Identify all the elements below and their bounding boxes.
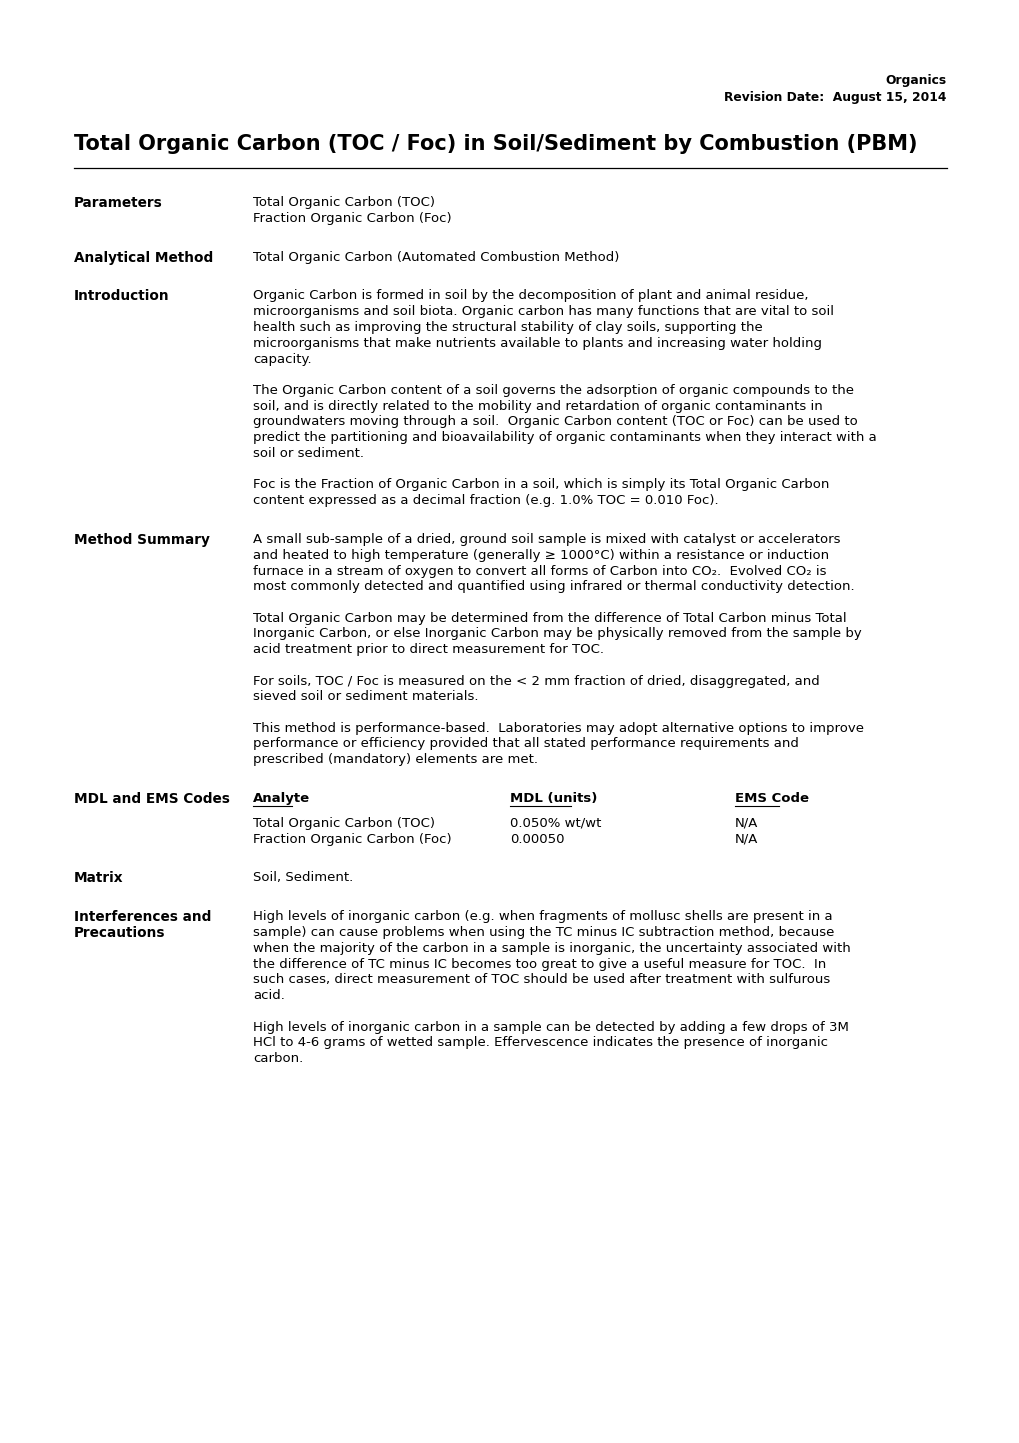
- Text: For soils, TOC / Foc is measured on the < 2 mm fraction of dried, disaggregated,: For soils, TOC / Foc is measured on the …: [253, 674, 819, 688]
- Text: microorganisms and soil biota. Organic carbon has many functions that are vital : microorganisms and soil biota. Organic c…: [253, 306, 834, 319]
- Text: N/A: N/A: [735, 817, 758, 830]
- Text: This method is performance-based.  Laboratories may adopt alternative options to: This method is performance-based. Labora…: [253, 722, 863, 734]
- Text: Method Summary: Method Summary: [73, 532, 209, 547]
- Text: capacity.: capacity.: [253, 352, 312, 365]
- Text: Interferences and
Precautions: Interferences and Precautions: [73, 911, 211, 941]
- Text: when the majority of the carbon in a sample is inorganic, the uncertainty associ: when the majority of the carbon in a sam…: [253, 942, 850, 955]
- Text: 0.00050: 0.00050: [510, 833, 564, 846]
- Text: Matrix: Matrix: [73, 872, 123, 886]
- Text: A small sub-sample of a dried, ground soil sample is mixed with catalyst or acce: A small sub-sample of a dried, ground so…: [253, 532, 840, 545]
- Text: acid.: acid.: [253, 990, 284, 1003]
- Text: sieved soil or sediment materials.: sieved soil or sediment materials.: [253, 690, 478, 703]
- Text: Fraction Organic Carbon (Foc): Fraction Organic Carbon (Foc): [253, 212, 451, 225]
- Text: content expressed as a decimal fraction (e.g. 1.0% TOC = 0.010 Foc).: content expressed as a decimal fraction …: [253, 494, 718, 506]
- Text: groundwaters moving through a soil.  Organic Carbon content (TOC or Foc) can be : groundwaters moving through a soil. Orga…: [253, 416, 857, 429]
- Text: Soil, Sediment.: Soil, Sediment.: [253, 872, 353, 885]
- Text: High levels of inorganic carbon in a sample can be detected by adding a few drop: High levels of inorganic carbon in a sam…: [253, 1020, 848, 1033]
- Text: Foc is the Fraction of Organic Carbon in a soil, which is simply its Total Organ: Foc is the Fraction of Organic Carbon in…: [253, 479, 828, 492]
- Text: Total Organic Carbon (TOC): Total Organic Carbon (TOC): [253, 196, 434, 209]
- Text: Introduction: Introduction: [73, 290, 169, 303]
- Text: prescribed (mandatory) elements are met.: prescribed (mandatory) elements are met.: [253, 753, 537, 766]
- Text: MDL and EMS Codes: MDL and EMS Codes: [73, 792, 229, 807]
- Text: the difference of TC minus IC becomes too great to give a useful measure for TOC: the difference of TC minus IC becomes to…: [253, 958, 825, 971]
- Text: N/A: N/A: [735, 833, 758, 846]
- Text: Revision Date:  August 15, 2014: Revision Date: August 15, 2014: [723, 91, 946, 104]
- Text: performance or efficiency provided that all stated performance requirements and: performance or efficiency provided that …: [253, 737, 798, 750]
- Text: and heated to high temperature (generally ≥ 1000°C) within a resistance or induc: and heated to high temperature (generall…: [253, 548, 828, 561]
- Text: Fraction Organic Carbon (Foc): Fraction Organic Carbon (Foc): [253, 833, 451, 846]
- Text: MDL (units): MDL (units): [510, 792, 597, 805]
- Text: EMS Code: EMS Code: [735, 792, 808, 805]
- Text: Organics: Organics: [884, 74, 946, 87]
- Text: Parameters: Parameters: [73, 196, 162, 211]
- Text: sample) can cause problems when using the TC minus IC subtraction method, becaus: sample) can cause problems when using th…: [253, 926, 834, 939]
- Text: The Organic Carbon content of a soil governs the adsorption of organic compounds: The Organic Carbon content of a soil gov…: [253, 384, 853, 397]
- Text: 0.050% wt/wt: 0.050% wt/wt: [510, 817, 601, 830]
- Text: microorganisms that make nutrients available to plants and increasing water hold: microorganisms that make nutrients avail…: [253, 336, 821, 349]
- Text: furnace in a stream of oxygen to convert all forms of Carbon into CO₂.  Evolved : furnace in a stream of oxygen to convert…: [253, 564, 825, 577]
- Text: soil, and is directly related to the mobility and retardation of organic contami: soil, and is directly related to the mob…: [253, 400, 822, 413]
- Text: Total Organic Carbon (TOC): Total Organic Carbon (TOC): [253, 817, 434, 830]
- Text: predict the partitioning and bioavailability of organic contaminants when they i: predict the partitioning and bioavailabi…: [253, 431, 876, 444]
- Text: acid treatment prior to direct measurement for TOC.: acid treatment prior to direct measureme…: [253, 644, 603, 657]
- Text: soil or sediment.: soil or sediment.: [253, 447, 364, 460]
- Text: Total Organic Carbon (Automated Combustion Method): Total Organic Carbon (Automated Combusti…: [253, 251, 619, 264]
- Text: Total Organic Carbon (TOC / Foc) in Soil/Sediment by Combustion (PBM): Total Organic Carbon (TOC / Foc) in Soil…: [73, 134, 916, 153]
- Text: Inorganic Carbon, or else Inorganic Carbon may be physically removed from the sa: Inorganic Carbon, or else Inorganic Carb…: [253, 628, 861, 641]
- Text: Analyte: Analyte: [253, 792, 310, 805]
- Text: Organic Carbon is formed in soil by the decomposition of plant and animal residu: Organic Carbon is formed in soil by the …: [253, 290, 808, 303]
- Text: carbon.: carbon.: [253, 1052, 303, 1065]
- Text: HCl to 4-6 grams of wetted sample. Effervescence indicates the presence of inorg: HCl to 4-6 grams of wetted sample. Effer…: [253, 1036, 827, 1049]
- Text: health such as improving the structural stability of clay soils, supporting the: health such as improving the structural …: [253, 320, 762, 333]
- Text: High levels of inorganic carbon (e.g. when fragments of mollusc shells are prese: High levels of inorganic carbon (e.g. wh…: [253, 911, 832, 924]
- Text: Analytical Method: Analytical Method: [73, 251, 213, 264]
- Text: such cases, direct measurement of TOC should be used after treatment with sulfur: such cases, direct measurement of TOC sh…: [253, 974, 829, 987]
- Text: Total Organic Carbon may be determined from the difference of Total Carbon minus: Total Organic Carbon may be determined f…: [253, 612, 846, 625]
- Text: most commonly detected and quantified using infrared or thermal conductivity det: most commonly detected and quantified us…: [253, 580, 854, 593]
